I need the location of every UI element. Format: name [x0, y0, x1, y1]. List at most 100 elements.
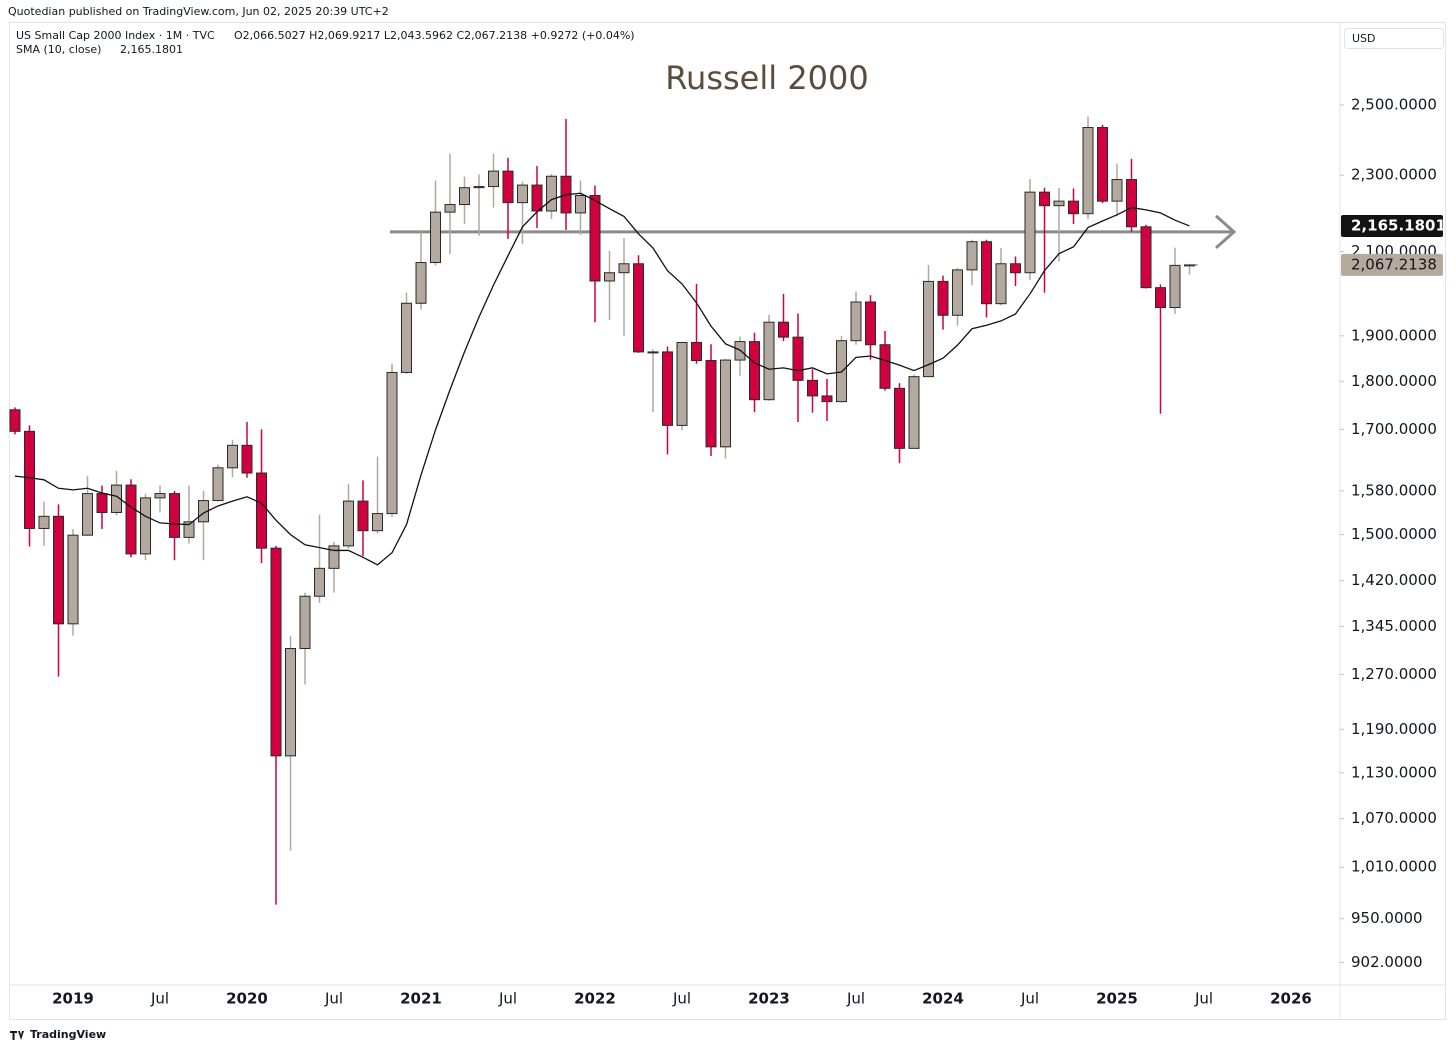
candle-body: [879, 344, 891, 389]
brand-text: TradingView: [30, 1028, 106, 1041]
candle-body: [966, 241, 978, 271]
candle-body: [575, 195, 586, 214]
candle-body: [1082, 127, 1094, 215]
candle-body: [850, 301, 862, 342]
candle-body: [517, 184, 528, 204]
candle-body: [952, 269, 963, 316]
y-tick-label: 1,900.0000: [1351, 326, 1437, 344]
candle-body: [1140, 226, 1152, 289]
symbol-text: US Small Cap 2000 Index · 1M · TVC: [16, 29, 215, 42]
y-tick-label: 2,500.0000: [1351, 96, 1437, 114]
candle-body: [1155, 287, 1166, 309]
candle-body: [314, 567, 325, 597]
candle-body: [1053, 200, 1065, 207]
candle-body: [212, 467, 224, 502]
candle-body: [546, 175, 557, 212]
y-tick-label: 1,070.0000: [1351, 809, 1437, 827]
candle-body: [865, 301, 876, 346]
y-tick-label: 2,300.0000: [1351, 166, 1437, 184]
candle-body: [647, 351, 659, 354]
candle-body: [169, 493, 180, 538]
y-tick-label: 1,500.0000: [1351, 525, 1437, 543]
candle-body: [589, 195, 601, 282]
x-tick-label: Jul: [846, 990, 865, 1008]
candle-body: [502, 170, 514, 204]
candle-body: [227, 444, 238, 469]
candle-body: [53, 515, 64, 625]
candle-body: [96, 493, 108, 513]
candle-body: [1024, 191, 1036, 274]
candle-body: [676, 341, 688, 426]
sma-badge-label: 2,165.1801: [1351, 216, 1446, 234]
x-tick-label: 2024: [922, 990, 964, 1008]
y-tick-label: 1,700.0000: [1351, 420, 1437, 438]
candle-body: [937, 280, 949, 316]
y-tick-label: 1,420.0000: [1351, 571, 1437, 589]
candle-body: [183, 521, 195, 538]
candle-body: [807, 379, 818, 397]
candle-body: [531, 184, 543, 212]
candle-body: [1169, 264, 1181, 309]
candle-body: [154, 493, 166, 499]
y-tick-label: 950.0000: [1351, 909, 1423, 927]
candle-body: [459, 187, 470, 206]
candle-body: [1097, 127, 1108, 202]
close-badge: [1341, 253, 1443, 276]
candle-body: [1068, 200, 1079, 215]
candle-body: [792, 336, 804, 381]
candle-body: [140, 497, 151, 555]
candle-body: [923, 280, 934, 378]
y-tick-label: 902.0000: [1351, 953, 1423, 971]
x-tick-label: Jul: [672, 990, 691, 1008]
candle-body: [662, 351, 673, 426]
candle-body: [473, 186, 485, 189]
y-tick-label: 1,130.0000: [1351, 763, 1437, 781]
candle-body: [691, 341, 702, 362]
candle-body: [9, 409, 21, 432]
candle-body: [270, 547, 282, 757]
x-tick-label: 2023: [748, 990, 790, 1008]
currency-box[interactable]: [1344, 28, 1444, 49]
y-tick-label: 1,010.0000: [1351, 858, 1437, 876]
panel-frame: [9, 22, 1446, 1020]
x-tick-label: 2020: [226, 990, 268, 1008]
y-tick-label: 1,800.0000: [1351, 372, 1437, 390]
level-arrow: [1215, 214, 1237, 249]
x-tick-label: Jul: [324, 990, 343, 1008]
candle-body: [401, 302, 412, 373]
sma-text: SMA (10, close): [16, 43, 101, 56]
candle-body: [357, 500, 369, 532]
candle-body: [894, 387, 905, 449]
candle-body: [1126, 179, 1137, 228]
candle-body: [430, 211, 441, 264]
ohlc-text: O2,066.5027 H2,069.9217 L2,043.5962 C2,0…: [234, 29, 635, 42]
candle-body: [285, 648, 296, 757]
candle-body: [67, 534, 79, 625]
y-tick-label: 1,345.0000: [1351, 617, 1437, 635]
candle-body: [328, 545, 340, 569]
sma-line: [14, 192, 1190, 566]
candle-body: [1039, 191, 1050, 207]
x-tick-label: 2025: [1096, 990, 1138, 1008]
y-tick-label: 1,190.0000: [1351, 720, 1437, 738]
x-tick-label: 2021: [400, 990, 442, 1008]
candle-body: [981, 241, 992, 305]
candle-body: [488, 170, 499, 188]
candle-body: [299, 595, 311, 650]
candle-body: [618, 263, 630, 274]
candle-body: [372, 513, 383, 532]
x-tick-label: Jul: [150, 990, 169, 1008]
candle-body: [82, 493, 93, 536]
candle-body: [763, 321, 775, 401]
candle-body: [720, 359, 731, 448]
candle-body: [908, 376, 920, 449]
candle-body: [343, 500, 354, 547]
published-text: Quotedian published on TradingView.com, …: [8, 5, 389, 18]
candle-body: [415, 262, 427, 304]
x-tick-label: 2019: [52, 990, 94, 1008]
candle-body: [778, 321, 789, 338]
candle-body: [256, 472, 267, 549]
candle-body: [24, 430, 35, 529]
